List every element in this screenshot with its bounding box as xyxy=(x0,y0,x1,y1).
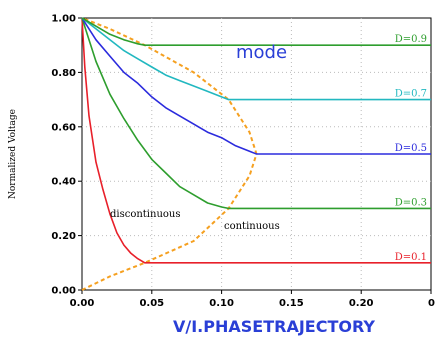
series-label-d-0-7: D=0.7 xyxy=(395,89,427,100)
series-line-d-0-5 xyxy=(81,17,431,155)
annotation-mode: mode xyxy=(236,42,287,63)
x-tick-label: 0.15 xyxy=(279,298,304,309)
y-axis: 0.00 0.20 0.40 0.60 0.80 1.00 xyxy=(51,14,82,297)
x-tick-label: 0.05 xyxy=(139,298,164,309)
series-line-d-0-3 xyxy=(81,17,431,210)
x-tick-label: 0.20 xyxy=(349,298,374,309)
series-labels: D=0.1 D=0.3 D=0.5 D=0.7 D=0.9 xyxy=(395,34,427,263)
y-tick-label: 0.20 xyxy=(51,231,76,242)
series-label-d-0-5: D=0.5 xyxy=(395,143,427,154)
series-layer xyxy=(81,17,431,264)
x-axis-label: V/I.PHASETRAJECTORY xyxy=(173,317,375,336)
x-axis: 0.00 0.05 0.10 0.15 0.20 0 xyxy=(70,290,435,309)
y-tick-label: 1.00 xyxy=(51,14,76,25)
series-label-d-0-1: D=0.1 xyxy=(395,252,427,263)
y-tick-label: 0.00 xyxy=(51,286,76,297)
series-line-d-0-9 xyxy=(81,17,431,47)
series-label-d-0-3: D=0.3 xyxy=(395,197,427,208)
y-tick-label: 0.80 xyxy=(51,68,76,79)
x-tick-label: 0 xyxy=(428,298,435,309)
x-tick-label: 0.00 xyxy=(70,298,95,309)
series-line-d-0-1 xyxy=(81,17,431,264)
y-axis-label: Normalized Voltage xyxy=(8,109,18,199)
annotation-continuous: continuous xyxy=(224,221,280,232)
annotation-discontinuous: discontinuous xyxy=(110,209,180,220)
y-tick-label: 0.40 xyxy=(51,177,76,188)
y-tick-label: 0.60 xyxy=(51,122,76,133)
x-tick-label: 0.10 xyxy=(209,298,234,309)
series-label-d-0-9: D=0.9 xyxy=(395,34,427,45)
series-line-d-0-7 xyxy=(81,17,431,101)
